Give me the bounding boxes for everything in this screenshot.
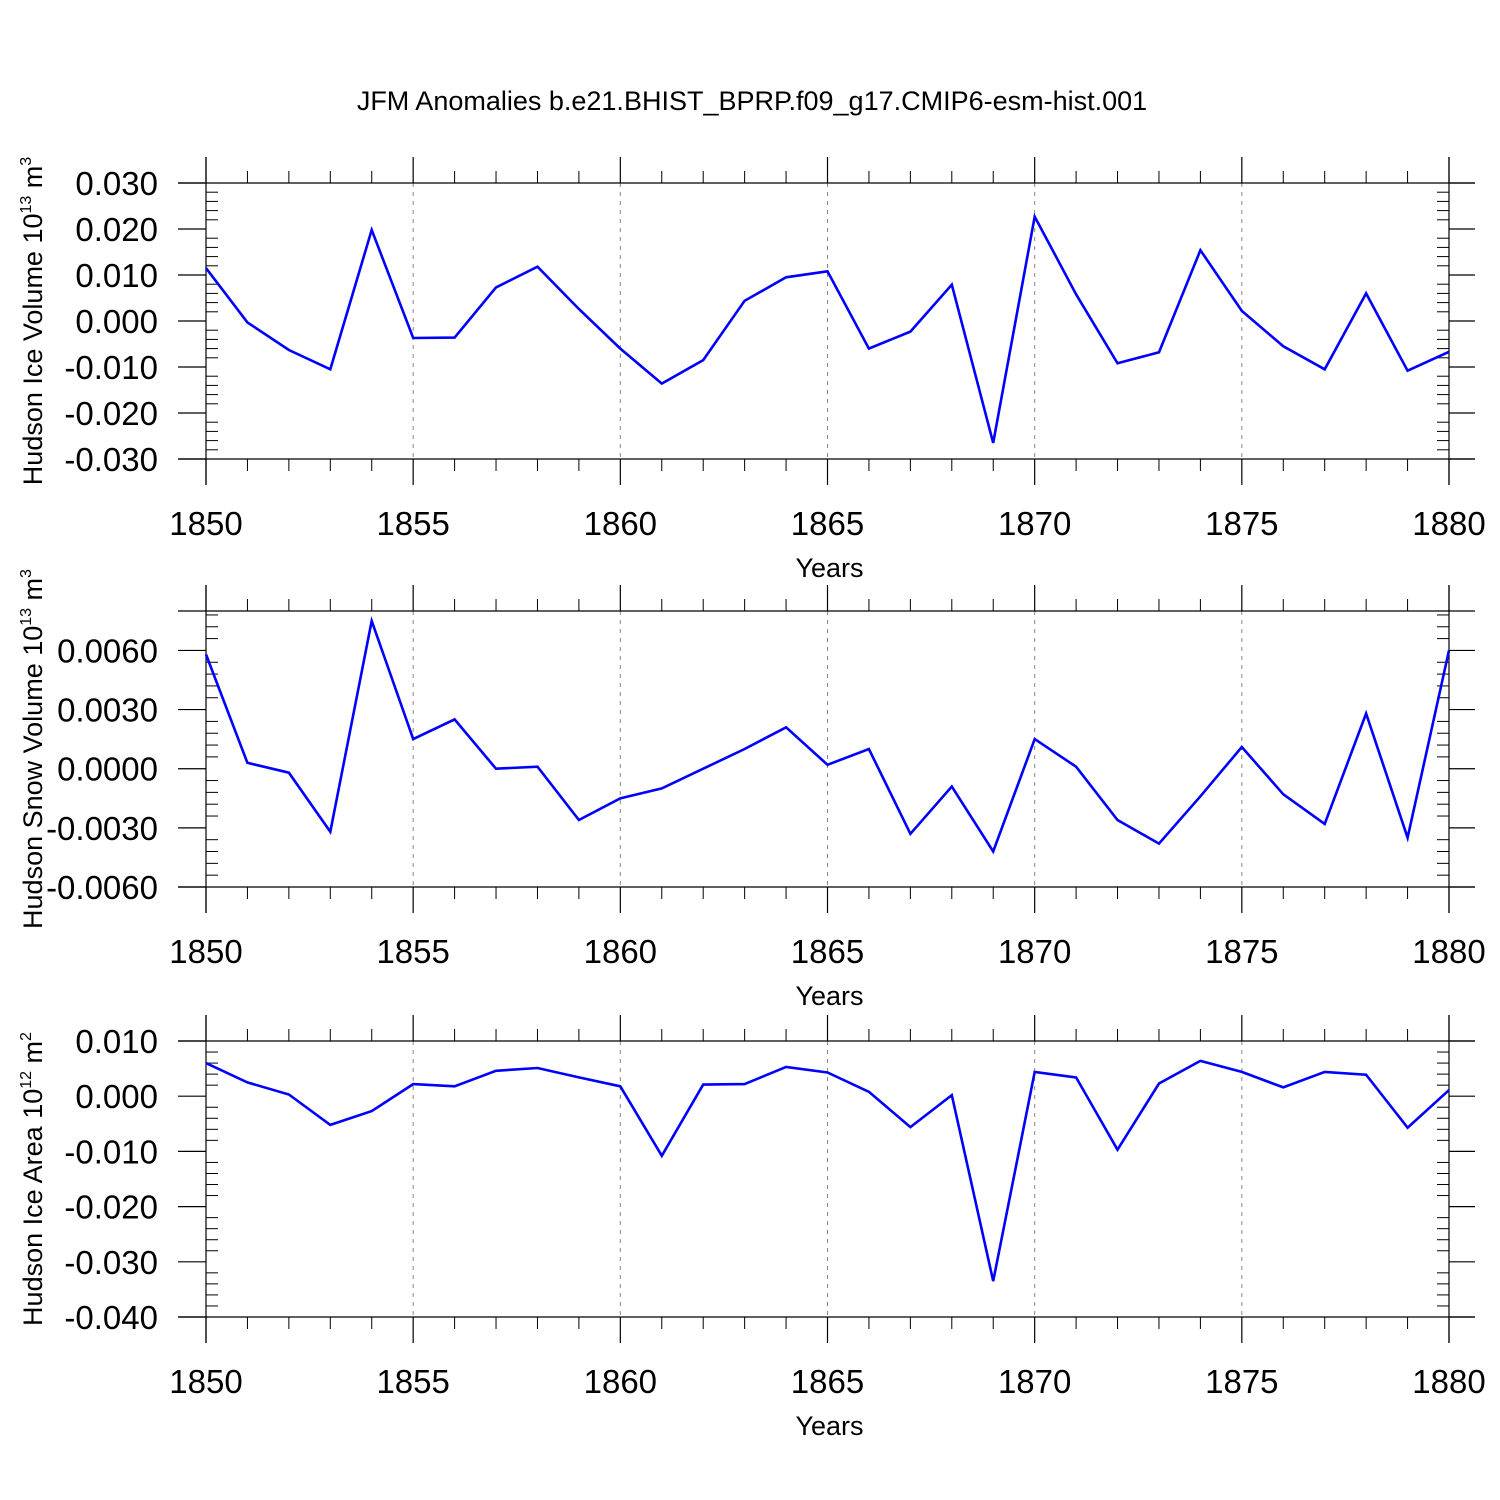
y-axis-title-exponent: 13 xyxy=(18,196,35,214)
chart-panel-1: 1850 1855 1860 1865 1870 1875 1880 -0.030 -0.020… xyxy=(18,157,1486,583)
y-axis-title-unit: m xyxy=(18,578,48,608)
y-axis-title: Hudson Ice Volume 1013 m3 xyxy=(18,157,48,485)
x-axis-title: Years xyxy=(795,553,863,583)
y-tick-label: -0.040 xyxy=(64,1299,158,1336)
y-axis-title: Hudson Ice Area 1012 m2 xyxy=(18,1032,48,1326)
x-tick-label: 1865 xyxy=(791,1363,864,1400)
y-axis-title-text: Hudson Snow Volume 10 xyxy=(18,626,48,929)
y-tick-label: 0.000 xyxy=(75,1078,158,1115)
x-axis-title: Years xyxy=(795,981,863,1011)
x-tick-label: 1850 xyxy=(169,505,242,542)
y-axis-title-unit: m xyxy=(18,166,48,196)
x-tick-label: 1850 xyxy=(169,933,242,970)
x-tick-label: 1855 xyxy=(376,505,449,542)
y-axis-title-unit-exponent: 3 xyxy=(18,157,35,166)
y-tick-label: -0.0060 xyxy=(46,869,158,906)
x-tick-label: 1870 xyxy=(998,933,1071,970)
y-tick-label: -0.020 xyxy=(64,1189,158,1226)
y-tick-label: 0.020 xyxy=(75,211,158,248)
y-tick-label: 0.000 xyxy=(75,303,158,340)
y-tick-label: -0.010 xyxy=(64,349,158,386)
x-tick-label: 1865 xyxy=(791,505,864,542)
y-tick-label: 0.010 xyxy=(75,1023,158,1060)
y-tick-label: 0.010 xyxy=(75,257,158,294)
y-axis-title-unit: m xyxy=(18,1041,48,1071)
x-tick-label: 1875 xyxy=(1205,933,1278,970)
x-tick-label: 1880 xyxy=(1412,933,1485,970)
y-axis-title: Hudson Snow Volume 1013 m3 xyxy=(18,569,48,929)
y-axis-title-exponent: 12 xyxy=(18,1071,35,1089)
y-axis-title-unit-exponent: 2 xyxy=(18,1032,35,1041)
y-tick-label: 0.0060 xyxy=(57,632,158,669)
y-tick-label: -0.0030 xyxy=(46,810,158,847)
x-tick-label: 1860 xyxy=(584,933,657,970)
y-tick-label: -0.020 xyxy=(64,395,158,432)
series-line xyxy=(205,1059,1450,1282)
chart-panel-3: 1850 1855 1860 1865 1870 1875 1880 -0.040 -0.030… xyxy=(18,1015,1486,1441)
x-tick-label: 1880 xyxy=(1412,1363,1485,1400)
y-tick-label: -0.010 xyxy=(64,1133,158,1170)
x-tick-label: 1875 xyxy=(1205,505,1278,542)
series-line xyxy=(204,212,1450,444)
y-tick-label: 0.0030 xyxy=(57,692,158,729)
y-axis-title-unit-exponent: 3 xyxy=(18,569,35,578)
x-tick-label: 1865 xyxy=(791,933,864,970)
y-tick-label: 0.0000 xyxy=(57,751,158,788)
x-tick-label: 1855 xyxy=(376,933,449,970)
x-tick-label: 1870 xyxy=(998,505,1071,542)
x-tick-label: 1860 xyxy=(584,1363,657,1400)
x-tick-label: 1880 xyxy=(1412,505,1485,542)
x-tick-label: 1870 xyxy=(998,1363,1071,1400)
y-tick-label: -0.030 xyxy=(64,441,158,478)
x-tick-label: 1875 xyxy=(1205,1363,1278,1400)
x-tick-label: 1855 xyxy=(376,1363,449,1400)
y-tick-label: 0.030 xyxy=(75,165,158,202)
series-line xyxy=(204,615,1451,855)
y-axis-title-text: Hudson Ice Area 10 xyxy=(18,1089,48,1326)
y-tick-label: -0.030 xyxy=(64,1244,158,1281)
y-axis-title-exponent: 13 xyxy=(18,608,35,626)
x-tick-label: 1850 xyxy=(169,1363,242,1400)
panels: 1850 1855 1860 1865 1870 1875 1880 -0.030 -0.020… xyxy=(18,157,1486,1441)
chart-panel-2: 1850 1855 1860 1865 1870 1875 1880 -0.0060 -0.00… xyxy=(18,569,1486,1011)
x-tick-label: 1860 xyxy=(584,505,657,542)
y-axis-title-text: Hudson Ice Volume 10 xyxy=(18,214,48,486)
figure-title: JFM Anomalies b.e21.BHIST_BPRP.f09_g17.C… xyxy=(357,86,1147,116)
x-axis-title: Years xyxy=(795,1411,863,1441)
